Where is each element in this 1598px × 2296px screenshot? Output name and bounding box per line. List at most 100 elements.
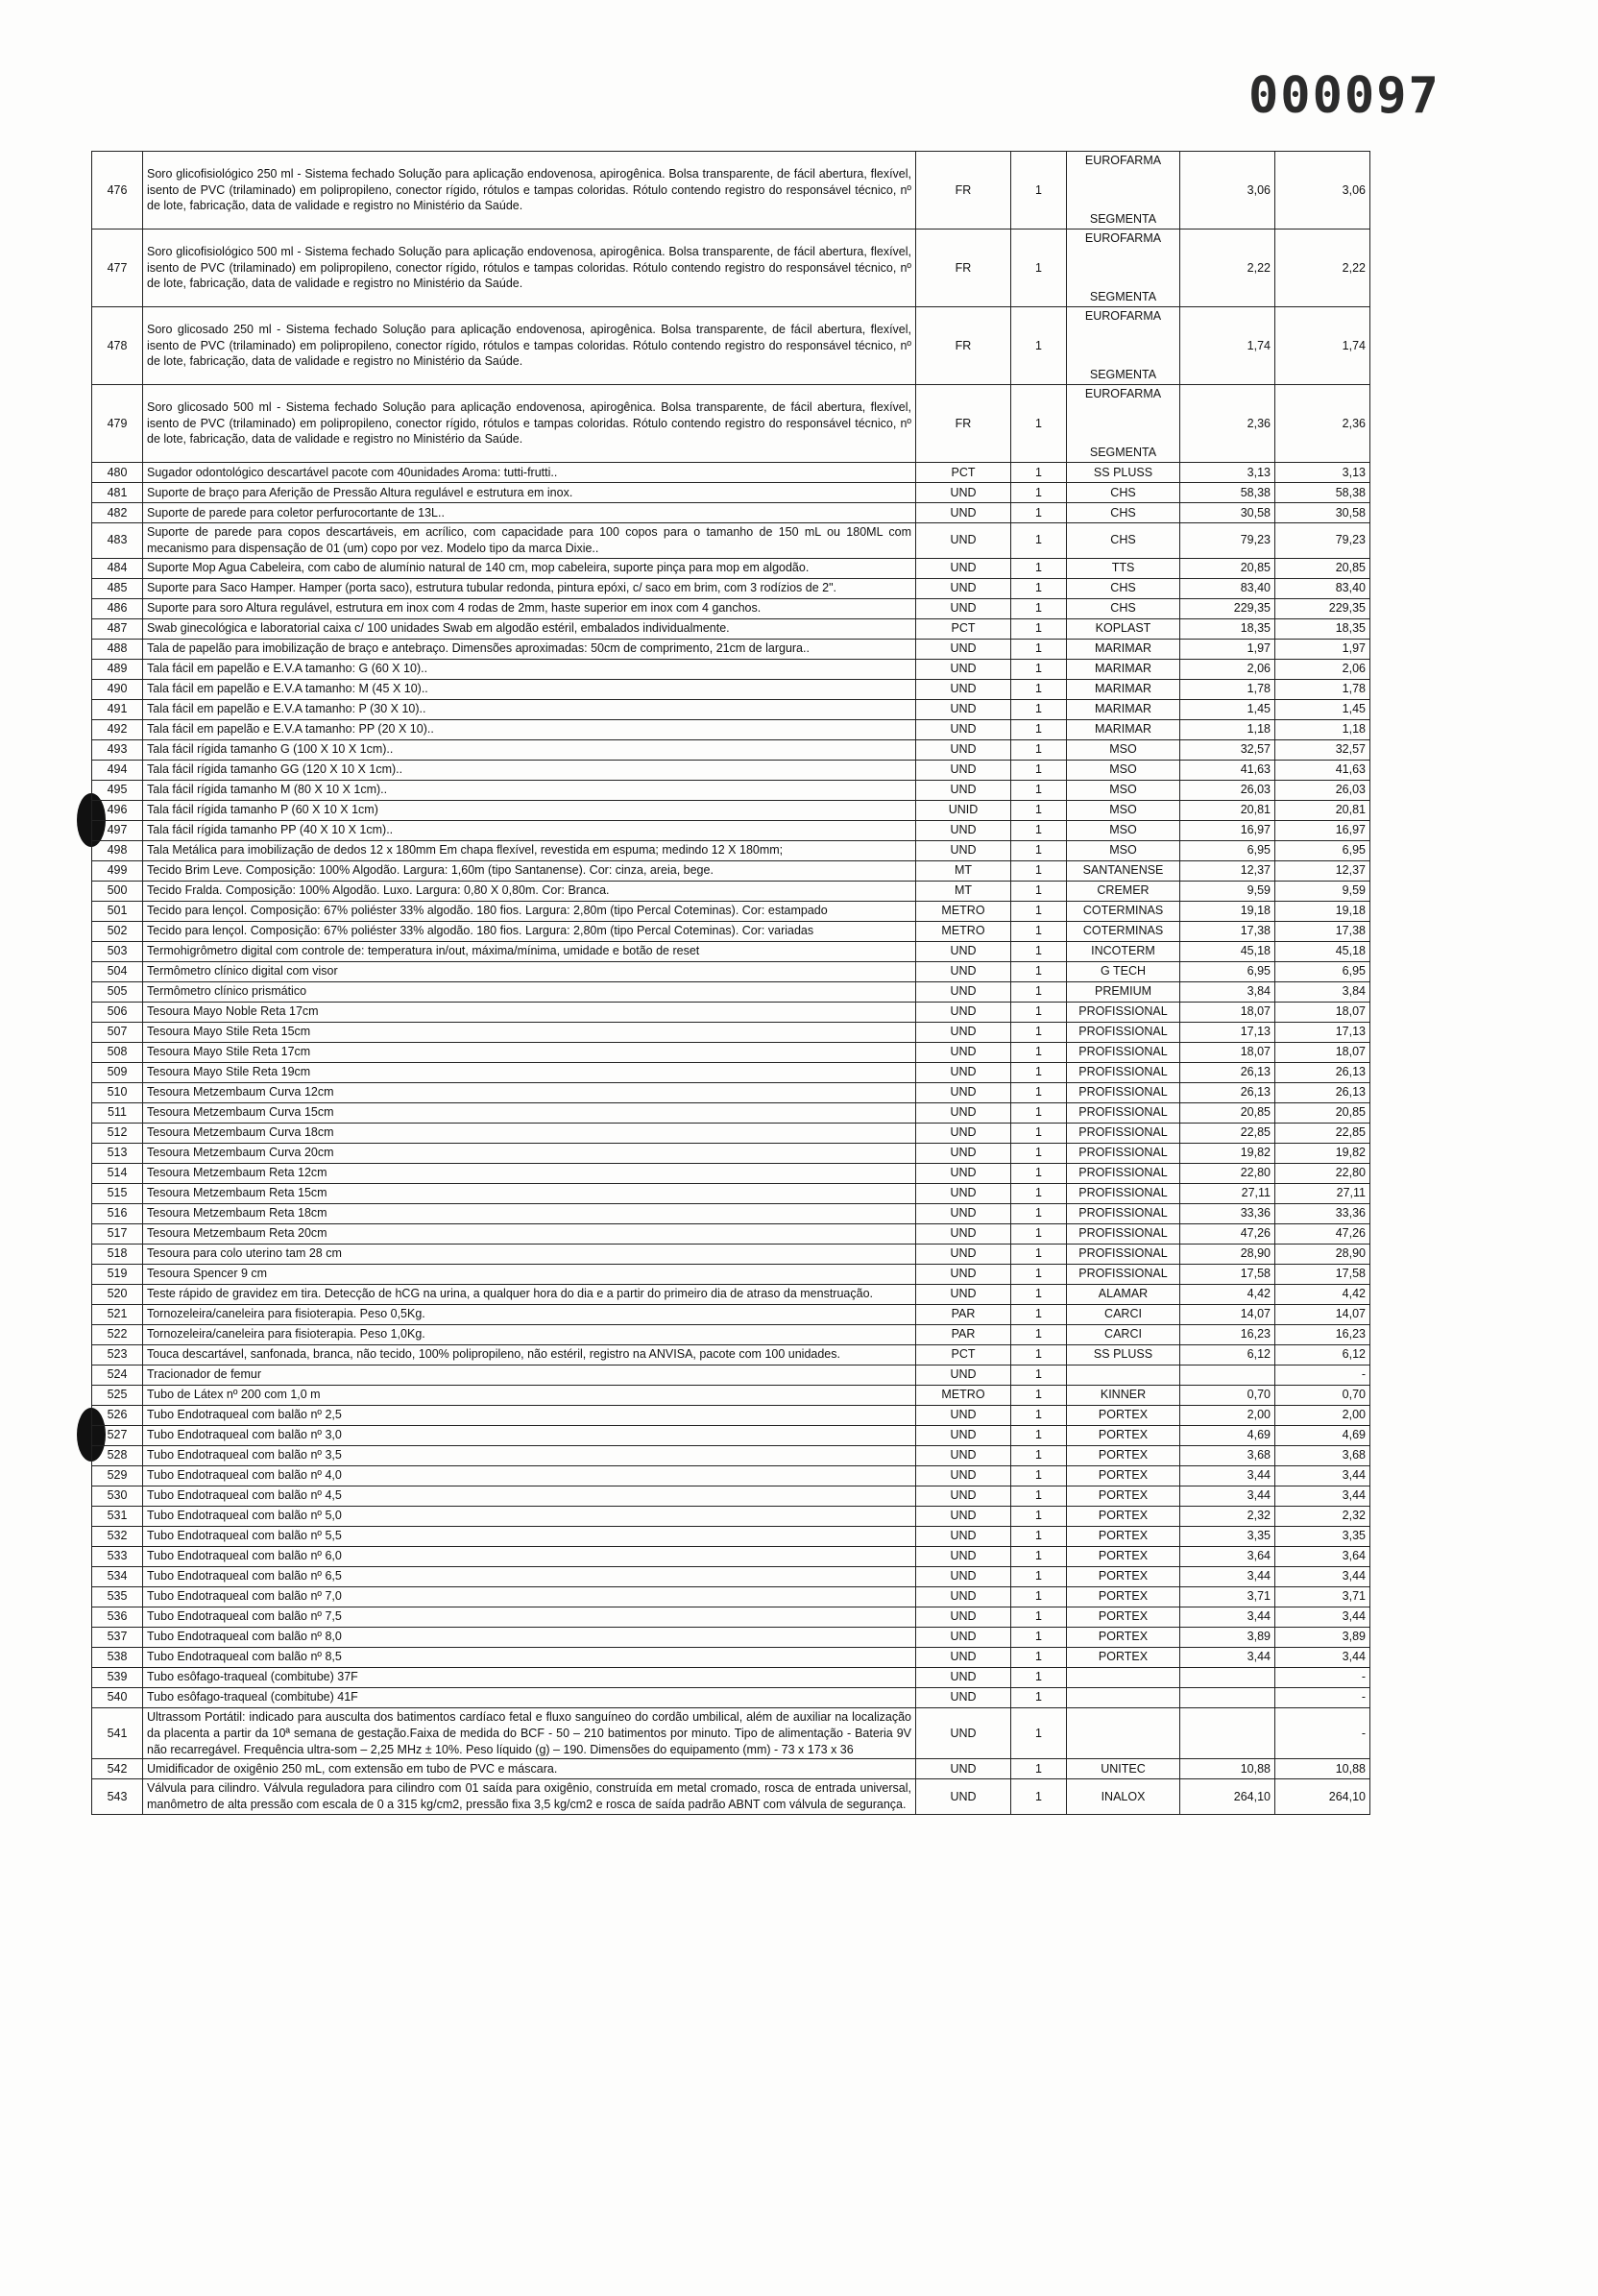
page-number: 000097	[1248, 67, 1441, 125]
quantity: 1	[1010, 1384, 1067, 1406]
item-number: 518	[91, 1243, 143, 1265]
unit-price: 1,18	[1179, 718, 1275, 740]
quantity: 1	[1010, 1283, 1067, 1305]
unit-price: 30,58	[1179, 502, 1275, 523]
unit: UND	[915, 1646, 1011, 1668]
brand: COTERMINAS	[1066, 920, 1180, 942]
quantity: 1	[1010, 1122, 1067, 1144]
total-price: 26,13	[1274, 1081, 1370, 1103]
brand: KINNER	[1066, 1384, 1180, 1406]
quantity: 1	[1010, 597, 1067, 619]
description: Tubo Endotraqueal com balão nº 5,0	[142, 1505, 916, 1527]
item-number: 496	[91, 799, 143, 821]
description: Tubo Endotraqueal com balão nº 7,5	[142, 1606, 916, 1628]
total-price: 3,84	[1274, 980, 1370, 1003]
quantity: 1	[1010, 738, 1067, 761]
brand: PROFISSIONAL	[1066, 1222, 1180, 1245]
unit-price: 17,38	[1179, 920, 1275, 942]
brand-lines: EUROFARMA SEGMENTA	[1071, 230, 1175, 305]
total-price: 2,32	[1274, 1505, 1370, 1527]
unit-price: 3,44	[1179, 1485, 1275, 1507]
description: Soro glicosado 250 ml - Sistema fechado …	[142, 306, 916, 385]
table-row: 478 Soro glicosado 250 ml - Sistema fecha…	[91, 306, 1370, 385]
total-price: 20,85	[1274, 1101, 1370, 1124]
table-row: 504 Termômetro clínico digital com visor U…	[91, 960, 1370, 982]
unit: FR	[915, 306, 1011, 385]
table-row: 542 Umidificador de oxigênio 250 mL, com …	[91, 1758, 1370, 1780]
unit-price: 9,59	[1179, 880, 1275, 902]
total-price: -	[1274, 1364, 1370, 1386]
unit: UND	[915, 1706, 1011, 1760]
unit: METRO	[915, 900, 1011, 922]
table-row: 508 Tesoura Mayo Stile Reta 17cm UND 1 PROFI…	[91, 1041, 1370, 1063]
quantity: 1	[1010, 799, 1067, 821]
total-price: 2,36	[1274, 384, 1370, 463]
unit: UND	[915, 482, 1011, 503]
unit-price: 20,85	[1179, 557, 1275, 579]
item-number: 487	[91, 617, 143, 640]
total-price: 3,44	[1274, 1646, 1370, 1668]
total-price: 3,64	[1274, 1545, 1370, 1567]
brand: PORTEX	[1066, 1525, 1180, 1547]
description: Termômetro clínico digital com visor	[142, 960, 916, 982]
item-number: 486	[91, 597, 143, 619]
unit: UND	[915, 1101, 1011, 1124]
total-price: 26,13	[1274, 1061, 1370, 1083]
item-number: 478	[91, 306, 143, 385]
description: Tesoura Metzembaum Reta 15cm	[142, 1182, 916, 1204]
table-row: 512 Tesoura Metzembaum Curva 18cm UND 1 PROF…	[91, 1122, 1370, 1144]
unit-price: 19,18	[1179, 900, 1275, 922]
total-price: 17,13	[1274, 1021, 1370, 1043]
brand: PROFISSIONAL	[1066, 1142, 1180, 1164]
brand: G TECH	[1066, 960, 1180, 982]
total-price: 4,69	[1274, 1424, 1370, 1446]
item-number: 529	[91, 1464, 143, 1486]
quantity: 1	[1010, 1061, 1067, 1083]
item-number: 516	[91, 1202, 143, 1224]
item-number: 513	[91, 1142, 143, 1164]
item-number: 482	[91, 502, 143, 523]
brand: EUROFARMA SEGMENTA	[1066, 229, 1180, 307]
description: Teste rápido de gravidez em tira. Detecç…	[142, 1283, 916, 1305]
brand: PROFISSIONAL	[1066, 1162, 1180, 1184]
item-number: 509	[91, 1061, 143, 1083]
description: Swab ginecológica e laboratorial caixa c…	[142, 617, 916, 640]
quantity: 1	[1010, 1626, 1067, 1648]
table-row: 489 Tala fácil em papelão e E.V.A tamanho…	[91, 658, 1370, 680]
unit: PAR	[915, 1323, 1011, 1345]
unit-price: 32,57	[1179, 738, 1275, 761]
quantity: 1	[1010, 1343, 1067, 1366]
item-number: 533	[91, 1545, 143, 1567]
quantity: 1	[1010, 1001, 1067, 1023]
quantity: 1	[1010, 384, 1067, 463]
unit-price: 2,06	[1179, 658, 1275, 680]
description: Umidificador de oxigênio 250 mL, com ext…	[142, 1758, 916, 1780]
unit: UND	[915, 1283, 1011, 1305]
total-price: 12,37	[1274, 859, 1370, 882]
total-price: 9,59	[1274, 880, 1370, 902]
item-number: 503	[91, 940, 143, 962]
brand-line: SEGMENTA	[1089, 212, 1157, 227]
description: Tala fácil em papelão e E.V.A tamanho: P…	[142, 718, 916, 740]
unit: UND	[915, 1001, 1011, 1023]
unit: UND	[915, 1686, 1011, 1708]
unit: MT	[915, 859, 1011, 882]
total-price: 6,95	[1274, 960, 1370, 982]
total-price: 3,71	[1274, 1585, 1370, 1607]
item-number: 527	[91, 1424, 143, 1446]
total-price: 18,35	[1274, 617, 1370, 640]
description: Ultrassom Portátil: indicado para auscul…	[142, 1706, 916, 1760]
unit: UND	[915, 1778, 1011, 1816]
brand: PORTEX	[1066, 1646, 1180, 1668]
brand-line: SEGMENTA	[1089, 368, 1157, 382]
brand: MARIMAR	[1066, 658, 1180, 680]
unit-price: 3,68	[1179, 1444, 1275, 1466]
brand: PROFISSIONAL	[1066, 1182, 1180, 1204]
quantity: 1	[1010, 1545, 1067, 1567]
description: Tala fácil em papelão e E.V.A tamanho: P…	[142, 698, 916, 720]
description: Válvula para cilindro. Válvula regulador…	[142, 1778, 916, 1816]
unit-price	[1179, 1706, 1275, 1760]
description: Tesoura Mayo Stile Reta 15cm	[142, 1021, 916, 1043]
description: Tala fácil rígida tamanho GG (120 X 10 X…	[142, 759, 916, 781]
unit-price: 6,95	[1179, 839, 1275, 861]
